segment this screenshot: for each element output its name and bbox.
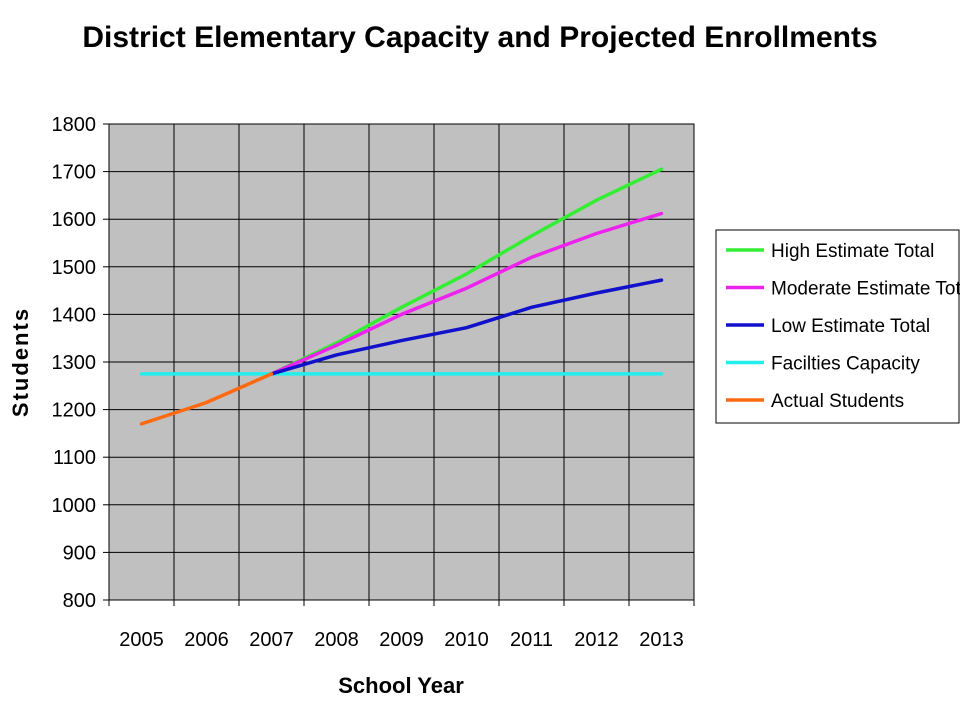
legend-item: Low Estimate Total: [726, 316, 930, 337]
legend-item: Moderate Estimate Total: [726, 279, 960, 300]
y-tick-label: 1300: [52, 352, 97, 374]
y-tick-label: 1500: [52, 257, 97, 279]
x-tick-label: 2005: [119, 629, 164, 651]
legend-item: Actual Students: [726, 391, 904, 412]
series-line-1: [269, 211, 664, 376]
x-tick-label: 2013: [639, 629, 684, 651]
y-tick-label: 1800: [52, 114, 97, 136]
x-tick-label: 2011: [510, 629, 553, 651]
y-tick-label: 1700: [52, 162, 97, 184]
y-tick-label: 1400: [52, 304, 97, 326]
x-tick-label: 2009: [379, 629, 424, 651]
legend: High Estimate Total Moderate Estimate Tot…: [715, 229, 960, 424]
legend-label: Moderate Estimate Total: [771, 279, 960, 300]
y-tick-label: 1200: [52, 400, 97, 422]
legend-item: High Estimate Total: [726, 241, 934, 262]
y-tick-label: 800: [63, 590, 96, 612]
x-tick-label: 2010: [444, 629, 489, 651]
y-tick-label: 1600: [52, 209, 97, 231]
y-axis-title: Students: [8, 307, 33, 417]
legend-item: Facilties Capacity: [726, 354, 920, 375]
y-axis: 800 900 1000 1100 1200 1300 1400 1500 1600 1700 18…: [52, 114, 109, 612]
series-line-2: [269, 278, 664, 376]
series-lines: [139, 167, 664, 426]
x-tick-label: 2006: [184, 629, 229, 651]
legend-label: High Estimate Total: [771, 241, 934, 262]
series-line-0: [269, 167, 664, 376]
series-line-4: [139, 372, 274, 426]
legend-label: Actual Students: [771, 391, 904, 412]
legend-label: Low Estimate Total: [771, 316, 930, 337]
y-tick-label: 1000: [52, 495, 97, 517]
x-axis: 2005 2006 2007 2008 2009 2010 2011 2012 2013: [108, 600, 695, 651]
chart-title: District Elementary Capacity and Project…: [82, 21, 877, 54]
x-axis-title: School Year: [338, 673, 464, 698]
x-tick-label: 2008: [314, 629, 359, 651]
x-tick-label: 2007: [249, 629, 294, 651]
y-tick-label: 900: [63, 542, 96, 564]
y-tick-label: 1100: [53, 447, 96, 469]
legend-label: Facilties Capacity: [771, 354, 920, 375]
x-tick-label: 2012: [574, 629, 619, 651]
